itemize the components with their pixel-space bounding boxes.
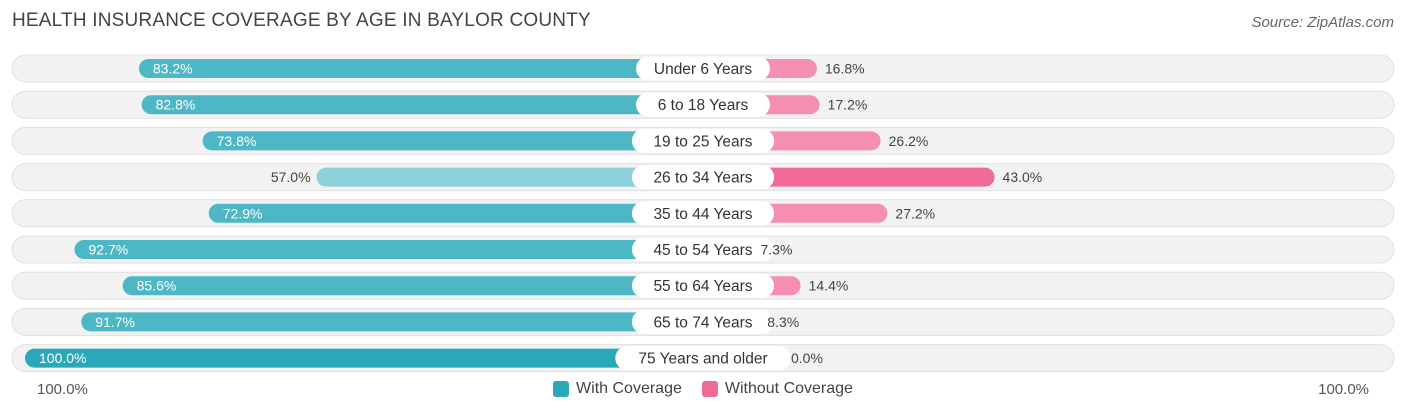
value-with-coverage-35-to-44-years: 72.9% (223, 205, 263, 221)
category-pill-65-to-74-years (631, 309, 775, 334)
category-pill-26-to-34-years (631, 165, 775, 190)
category-pill-45-to-54-years (631, 237, 775, 262)
axis-right-label: 100.0% (1318, 381, 1369, 398)
category-label-45-to-54-years: 45 to 54 Years (653, 242, 752, 259)
bar-with-coverage-6-to-18-years[interactable] (141, 95, 704, 115)
legend-label-without-coverage: Without Coverage (724, 380, 853, 397)
value-without-coverage-6-to-18-years: 17.2% (828, 97, 868, 113)
value-without-coverage-55-to-64-years: 14.4% (809, 278, 849, 294)
value-with-coverage-6-to-18-years: 82.8% (156, 97, 196, 113)
category-label-55-to-64-years: 55 to 64 Years (653, 278, 752, 295)
value-without-coverage-under-6-years: 16.8% (825, 61, 865, 77)
chart-canvas: Under 6 Years 83.2% 16.8% 6 to 18 Years 82.8… (11, 54, 1395, 373)
bar-with-coverage-35-to-44-years[interactable] (208, 203, 703, 223)
category-label-under-6-years: Under 6 Years (654, 61, 752, 78)
legend-item-without-coverage[interactable]: Without Coverage (701, 380, 853, 398)
category-pill-6-to-18-years (636, 92, 770, 117)
value-with-coverage-under-6-years: 83.2% (153, 61, 193, 77)
value-without-coverage-75-years-and-older: 0.0% (791, 350, 823, 366)
category-label-6-to-18-years: 6 to 18 Years (658, 97, 749, 114)
category-pill-75-years-and-older (615, 346, 791, 371)
legend: With Coverage Without Coverage (0, 380, 1406, 398)
category-pill-19-to-25-years (631, 128, 775, 153)
value-with-coverage-75-years-and-older: 100.0% (39, 350, 86, 366)
category-label-19-to-25-years: 19 to 25 Years (653, 133, 752, 150)
legend-label-with-coverage: With Coverage (576, 380, 682, 397)
value-with-coverage-55-to-64-years: 85.6% (137, 278, 177, 294)
bar-with-coverage-26-to-34-years[interactable] (316, 167, 703, 187)
axis-left-label: 100.0% (37, 381, 88, 398)
value-without-coverage-45-to-54-years: 7.3% (760, 242, 792, 258)
value-with-coverage-45-to-54-years: 92.7% (88, 242, 128, 258)
bar-with-coverage-under-6-years[interactable] (138, 59, 704, 78)
bar-with-coverage-55-to-64-years[interactable] (122, 276, 703, 296)
category-label-65-to-74-years: 65 to 74 Years (653, 314, 752, 331)
category-label-75-years-and-older: 75 Years and older (638, 351, 767, 368)
bar-without-coverage-26-to-34-years[interactable] (703, 167, 995, 187)
legend-item-with-coverage[interactable]: With Coverage (553, 380, 682, 398)
category-label-35-to-44-years: 35 to 44 Years (653, 206, 752, 223)
legend-swatch-without-coverage (701, 381, 718, 397)
category-pill-under-6-years (636, 56, 770, 81)
bar-with-coverage-75-years-and-older[interactable] (25, 348, 703, 368)
bar-with-coverage-45-to-54-years[interactable] (74, 240, 703, 259)
bar-with-coverage-65-to-74-years[interactable] (81, 312, 704, 332)
category-pill-55-to-64-years (631, 273, 775, 298)
bar-with-coverage-19-to-25-years[interactable] (202, 131, 704, 151)
value-without-coverage-19-to-25-years: 26.2% (889, 133, 929, 149)
source-label: Source: ZipAtlas.com (1251, 14, 1394, 31)
value-without-coverage-35-to-44-years: 27.2% (895, 205, 935, 221)
value-with-coverage-26-to-34-years: 57.0% (271, 169, 311, 185)
value-without-coverage-26-to-34-years: 43.0% (1003, 169, 1043, 185)
legend-swatch-with-coverage (553, 381, 570, 397)
value-without-coverage-65-to-74-years: 8.3% (767, 314, 799, 330)
category-label-26-to-34-years: 26 to 34 Years (653, 170, 752, 187)
value-with-coverage-65-to-74-years: 91.7% (95, 314, 135, 330)
chart-title: HEALTH INSURANCE COVERAGE BY AGE IN BAYL… (12, 10, 591, 31)
category-pill-35-to-44-years (631, 201, 775, 226)
value-with-coverage-19-to-25-years: 73.8% (217, 133, 257, 149)
